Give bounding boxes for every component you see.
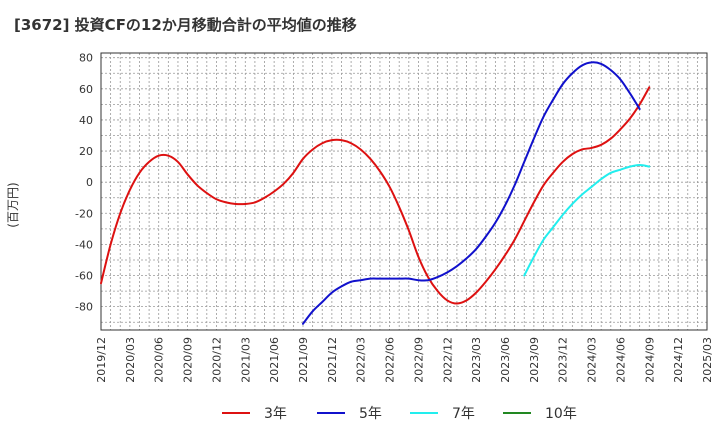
y-tick-label: -60 (75, 270, 93, 283)
series-line-3 (523, 164, 651, 277)
x-tick-label: 2022/09 (412, 337, 425, 383)
x-tick-label: 2024/06 (614, 337, 627, 383)
legend-label-4: 10年 (545, 406, 577, 422)
y-tick-label: 60 (79, 83, 93, 96)
x-tick-label: 2020/12 (210, 337, 223, 383)
y-axis-label: (百万円) (6, 182, 20, 227)
x-tick-label: 2019/12 (95, 337, 108, 383)
chart-title: [3672] 投資CFの12か月移動合計の平均値の推移 (14, 16, 357, 34)
y-tick-label: -80 (75, 301, 93, 314)
series-layer (100, 61, 651, 325)
x-tick-label: 2021/09 (297, 337, 310, 383)
series-line-2 (302, 61, 641, 325)
grid-layer (101, 53, 707, 330)
legend-label-1: 3年 (264, 406, 287, 422)
y-tick-labels: 80 60 40 20 0 -20 -40 -60 -80 (75, 52, 93, 314)
series-line-1 (100, 86, 651, 305)
y-tick-label: 40 (79, 114, 93, 127)
plot-frame (100, 52, 708, 331)
x-tick-label: 2023/03 (470, 337, 483, 383)
y-tick-label: 0 (86, 176, 93, 189)
x-tick-label: 2023/09 (528, 337, 541, 383)
x-tick-label: 2022/06 (384, 337, 397, 383)
x-tick-label: 2020/06 (153, 337, 166, 383)
y-tick-label: 80 (79, 52, 93, 65)
x-tick-label: 2021/06 (268, 337, 281, 383)
legend-label-2: 5年 (359, 406, 382, 422)
y-tick-label: 20 (79, 145, 93, 158)
x-tick-label: 2022/12 (441, 337, 454, 383)
x-tick-label: 2025/03 (701, 337, 714, 383)
legend-label-3: 7年 (452, 406, 475, 422)
x-tick-label: 2024/09 (643, 337, 656, 383)
x-tick-label: 2024/12 (672, 337, 685, 383)
x-tick-label: 2021/03 (239, 337, 252, 383)
legend: 3年 5年 7年 10年 (222, 406, 577, 422)
x-tick-label: 2021/12 (326, 337, 339, 383)
y-tick-label: -40 (75, 238, 93, 251)
x-tick-label: 2023/06 (499, 337, 512, 383)
x-tick-label: 2022/03 (355, 337, 368, 383)
x-tick-labels: 2019/12 2020/03 2020/06 2020/09 2020/12 2021/… (95, 337, 714, 383)
x-tick-label: 2023/12 (557, 337, 570, 383)
x-tick-label: 2020/09 (182, 337, 195, 383)
x-tick-label: 2024/03 (586, 337, 599, 383)
plot-background (101, 53, 707, 330)
y-tick-label: -20 (75, 207, 93, 220)
x-tick-label: 2020/03 (124, 337, 137, 383)
